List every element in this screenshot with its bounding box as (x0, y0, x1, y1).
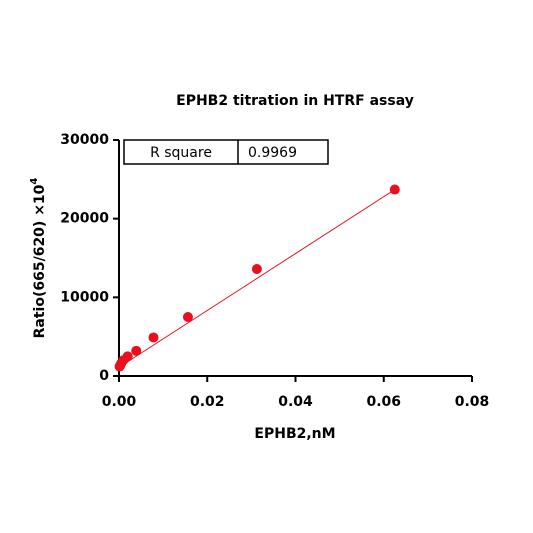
y-tick-label: 20000 (60, 211, 109, 227)
y-tick-label: 10000 (60, 289, 109, 305)
data-point (131, 345, 142, 356)
data-point (148, 332, 159, 343)
x-tick-label: 0.04 (278, 394, 313, 410)
chart-title: EPHB2 titration in HTRF assay (176, 93, 414, 109)
stats-table (123, 139, 329, 165)
data-point (114, 361, 125, 372)
y-axis-label-text: Ratio(665/620) ×10 (32, 184, 48, 338)
y-axis-label: Ratio(665/620) ×104 (29, 178, 48, 339)
data-point (251, 264, 262, 275)
y-tick-label: 30000 (60, 132, 109, 148)
y-tick-label: 0 (99, 368, 109, 384)
x-tick-label: 0.06 (366, 394, 401, 410)
table-value: 0.9969 (248, 145, 297, 161)
data-point (182, 312, 193, 322)
fit-line (118, 189, 396, 368)
x-tick-label: 0.02 (190, 394, 225, 410)
y-axis-label-sup: 4 (29, 178, 40, 185)
x-tick-label: 0.08 (455, 394, 490, 410)
data-point (389, 184, 400, 195)
x-tick-label: 0.00 (102, 394, 137, 410)
x-axis-label: EPHB2,nM (254, 426, 335, 442)
table-label: R square (150, 145, 212, 161)
